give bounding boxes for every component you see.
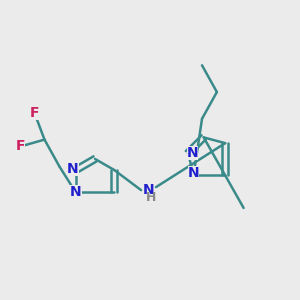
Text: N: N — [143, 183, 154, 197]
Text: H: H — [146, 191, 157, 204]
Text: N: N — [70, 185, 82, 200]
Text: F: F — [29, 106, 39, 120]
Text: F: F — [15, 139, 25, 152]
Text: N: N — [187, 146, 198, 160]
Text: N: N — [188, 166, 200, 180]
Text: N: N — [67, 162, 79, 176]
